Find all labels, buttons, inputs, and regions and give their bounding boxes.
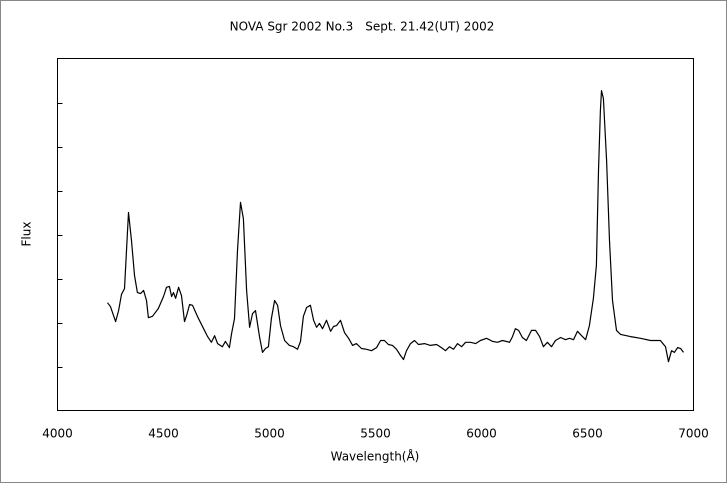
- x-tick-label: 4000: [42, 427, 73, 441]
- chart-title: NOVA Sgr 2002 No.3 Sept. 21.42(UT) 2002: [230, 20, 495, 34]
- x-tick-label: 4500: [148, 427, 179, 441]
- x-tick-label: 7000: [678, 427, 709, 441]
- x-tick-label: 6000: [466, 427, 497, 441]
- x-tick-label: 5500: [360, 427, 391, 441]
- x-tick-label: 5000: [254, 427, 285, 441]
- x-axis-label: Wavelength(Å): [331, 449, 420, 464]
- spectrum-line: [107, 90, 684, 363]
- plot-area: [57, 58, 694, 411]
- y-axis-label: Flux: [20, 222, 34, 247]
- x-tick-label: 6500: [572, 427, 603, 441]
